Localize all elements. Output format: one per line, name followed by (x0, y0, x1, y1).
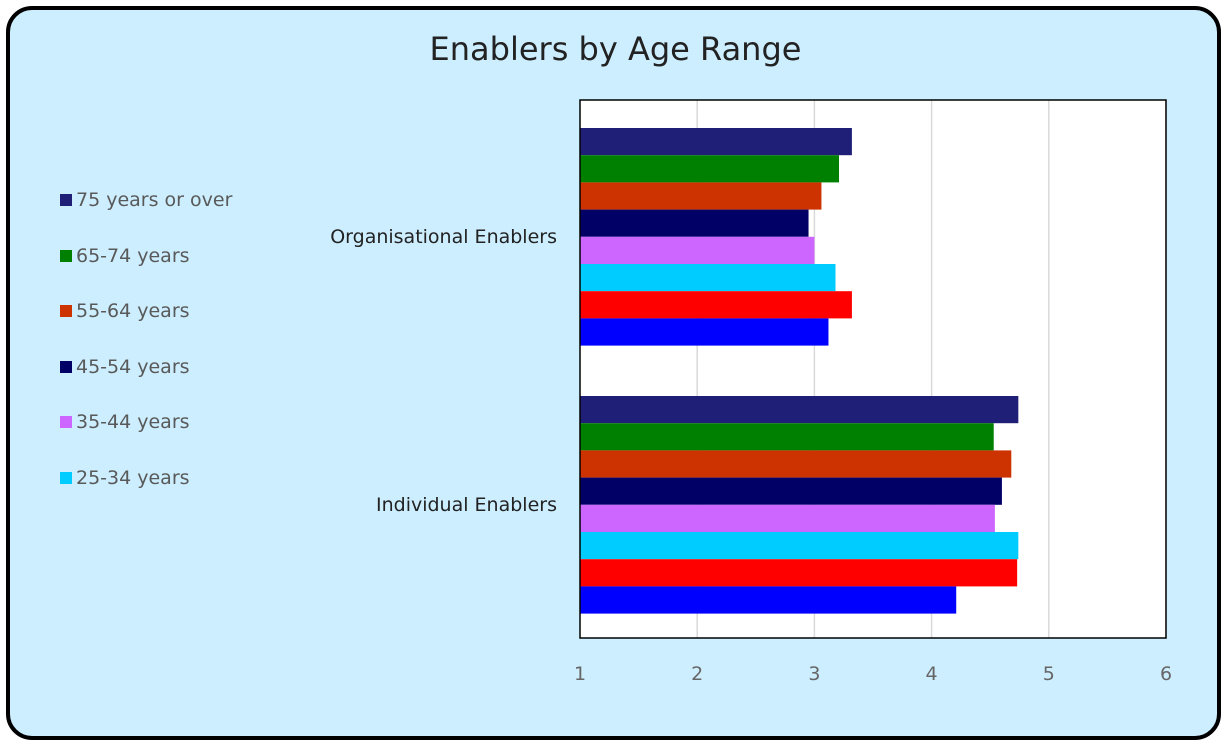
bar (580, 504, 995, 532)
legend-item-75-plus: 75 years or over (60, 185, 232, 215)
category-label: Individual Enablers (376, 494, 557, 516)
bar (580, 318, 829, 346)
bar (580, 586, 957, 614)
bar (580, 291, 852, 319)
legend-item-25-34: 25-34 years (60, 463, 190, 493)
plot-border (579, 99, 1167, 639)
legend-label: 35-44 years (76, 411, 190, 433)
bar (580, 423, 994, 451)
bar (580, 477, 1002, 505)
legend-label: 25-34 years (76, 467, 190, 489)
category-label: Organisational Enablers (330, 226, 557, 248)
legend-swatch (60, 250, 72, 262)
bar (580, 209, 809, 237)
x-tick-label: 3 (808, 663, 820, 685)
legend-label: 75 years or over (76, 189, 233, 211)
bar (580, 450, 1012, 478)
bar (580, 264, 836, 292)
legend-swatch (60, 472, 72, 484)
bar (580, 532, 1019, 560)
x-tick-label: 1 (574, 663, 586, 685)
legend-item-55-64: 55-64 years (60, 296, 190, 326)
bar (580, 396, 1019, 424)
x-tick-label: 6 (1160, 663, 1172, 685)
chart-title: Enablers by Age Range (429, 30, 802, 68)
bar (580, 182, 822, 210)
x-tick-label: 2 (691, 663, 703, 685)
legend-swatch (60, 194, 72, 206)
x-tick-label: 4 (926, 663, 938, 685)
legend-item-45-54: 45-54 years (60, 352, 190, 382)
bar (580, 155, 840, 183)
bar (580, 236, 815, 264)
bar (580, 128, 852, 156)
legend-swatch (60, 305, 72, 317)
x-tick-label: 5 (1043, 663, 1055, 685)
legend-label: 45-54 years (76, 356, 190, 378)
legend-label: 55-64 years (76, 300, 190, 322)
legend-swatch (60, 416, 72, 428)
legend-item-65-74: 65-74 years (60, 241, 190, 271)
bar (580, 559, 1018, 587)
legend-swatch (60, 361, 72, 373)
legend-label: 65-74 years (76, 245, 190, 267)
legend-item-35-44: 35-44 years (60, 407, 190, 437)
